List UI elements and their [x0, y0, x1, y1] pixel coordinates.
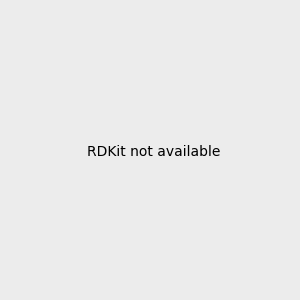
Text: RDKit not available: RDKit not available [87, 145, 220, 158]
